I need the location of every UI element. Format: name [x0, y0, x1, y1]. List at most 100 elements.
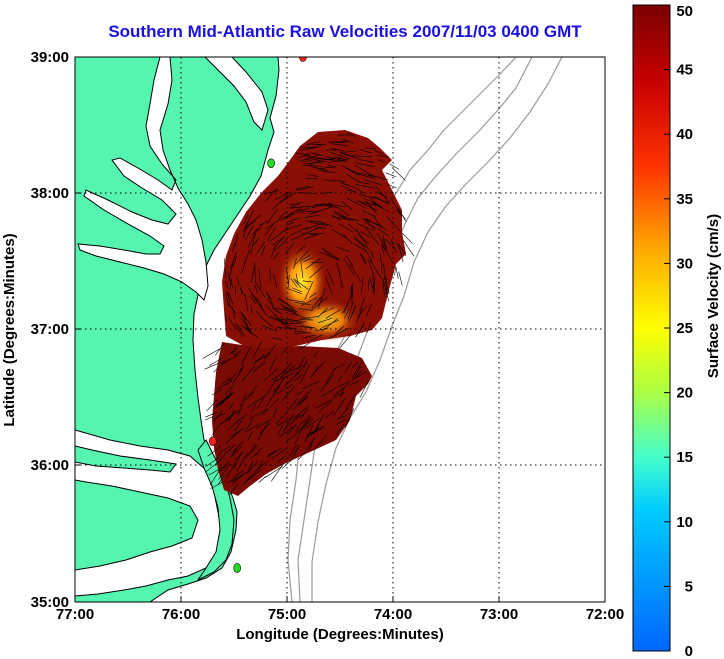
velocity-vector [340, 386, 345, 398]
velocity-vector [301, 407, 310, 418]
velocity-vector [309, 362, 324, 379]
velocity-vector [299, 147, 316, 151]
velocity-vector [285, 431, 299, 442]
velocity-vector [265, 304, 280, 320]
velocity-vector [281, 212, 294, 221]
velocity-vector [266, 298, 279, 313]
velocity-vector [341, 184, 356, 193]
velocity-vector [271, 448, 287, 459]
velocity-vector [310, 334, 323, 342]
velocity-vector [264, 466, 283, 479]
velocity-vector [350, 305, 356, 318]
velocity-vector [231, 470, 244, 479]
velocity-vector [242, 220, 256, 232]
velocity-vector [256, 297, 262, 306]
velocity-vector [231, 446, 242, 458]
velocity-vector [227, 473, 245, 484]
velocity-vector [347, 301, 354, 320]
velocity-vector [250, 453, 259, 459]
velocity-vector [308, 439, 314, 452]
velocity-vector [288, 363, 308, 373]
velocity-vector [249, 295, 257, 304]
velocity-vector [320, 386, 337, 398]
velocity-vector [283, 413, 294, 433]
velocity-vector [294, 325, 313, 329]
velocity-vector [349, 263, 362, 282]
x-tick-label: 72:00 [586, 606, 624, 623]
velocity-vector [369, 259, 382, 279]
velocity-vector [240, 310, 253, 327]
velocity-vector [266, 216, 284, 230]
x-tick-label: 76:00 [162, 606, 200, 623]
velocity-vector [364, 219, 376, 230]
velocity-vector [325, 367, 336, 384]
velocity-vector [221, 354, 239, 365]
velocity-vector [362, 244, 373, 262]
velocity-vector [295, 186, 314, 191]
map-grid [75, 57, 605, 602]
velocity-vector [240, 285, 242, 295]
colorbar-tick-label: 45 [676, 62, 693, 79]
velocity-vector [225, 409, 241, 420]
velocity-vector [305, 437, 316, 451]
velocity-vector [328, 204, 346, 207]
velocity-vector [361, 254, 368, 264]
velocity-vector [360, 149, 372, 154]
velocity-vector [309, 265, 324, 279]
x-axis-label: Longitude (Degrees:Minutes) [236, 626, 444, 643]
velocity-vector [254, 262, 256, 283]
velocity-vector [281, 458, 294, 469]
velocity-vector [361, 217, 381, 226]
velocity-vector [286, 423, 297, 436]
velocity-vector [271, 370, 287, 381]
velocity-vector [254, 281, 266, 298]
velocity-vector [294, 436, 299, 445]
velocity-vector [232, 255, 238, 267]
velocity-vector [332, 392, 345, 399]
velocity-vector [211, 422, 223, 436]
velocity-vector [258, 475, 267, 483]
velocity-vector [271, 195, 288, 210]
velocity-vector [365, 228, 380, 245]
velocity-vector [250, 293, 264, 312]
velocity-vector [381, 243, 385, 256]
velocity-vector [210, 480, 225, 489]
velocity-vector [357, 305, 368, 318]
velocity-vector [208, 465, 227, 476]
velocity-vector [335, 423, 345, 436]
velocity-vector [293, 258, 297, 269]
velocity-vector [232, 346, 238, 355]
velocity-vector [226, 391, 232, 401]
velocity-vector [297, 356, 306, 370]
velocity-vector [319, 251, 340, 261]
station-marker [209, 436, 217, 447]
velocity-vector [356, 223, 375, 232]
velocity-vector [310, 296, 328, 312]
velocity-vector [374, 150, 384, 155]
velocity-vector [309, 221, 328, 226]
velocity-vector [292, 445, 300, 459]
velocity-vector [318, 158, 334, 161]
velocity-vector [295, 245, 306, 255]
velocity-vector [341, 164, 359, 176]
velocity-vector [215, 451, 228, 466]
velocity-vector [311, 428, 323, 434]
velocity-vector [331, 229, 348, 240]
velocity-vector [209, 467, 222, 485]
velocity-vector [335, 325, 344, 335]
velocity-vector [234, 451, 244, 461]
velocity-vector [270, 398, 279, 408]
velocity-vector [217, 380, 233, 390]
velocity-vector [299, 364, 310, 385]
velocity-vector [365, 200, 377, 214]
velocity-vector [309, 210, 320, 215]
velocity-vector [224, 313, 227, 322]
velocity-vector [395, 242, 401, 251]
velocity-vector [274, 191, 293, 200]
velocity-vector [382, 278, 385, 298]
colorbar-tick-label: 40 [676, 126, 693, 143]
velocity-vector [264, 190, 279, 195]
velocity-vector [394, 267, 396, 276]
velocity-vector [288, 274, 290, 284]
velocity-vector [307, 174, 319, 177]
